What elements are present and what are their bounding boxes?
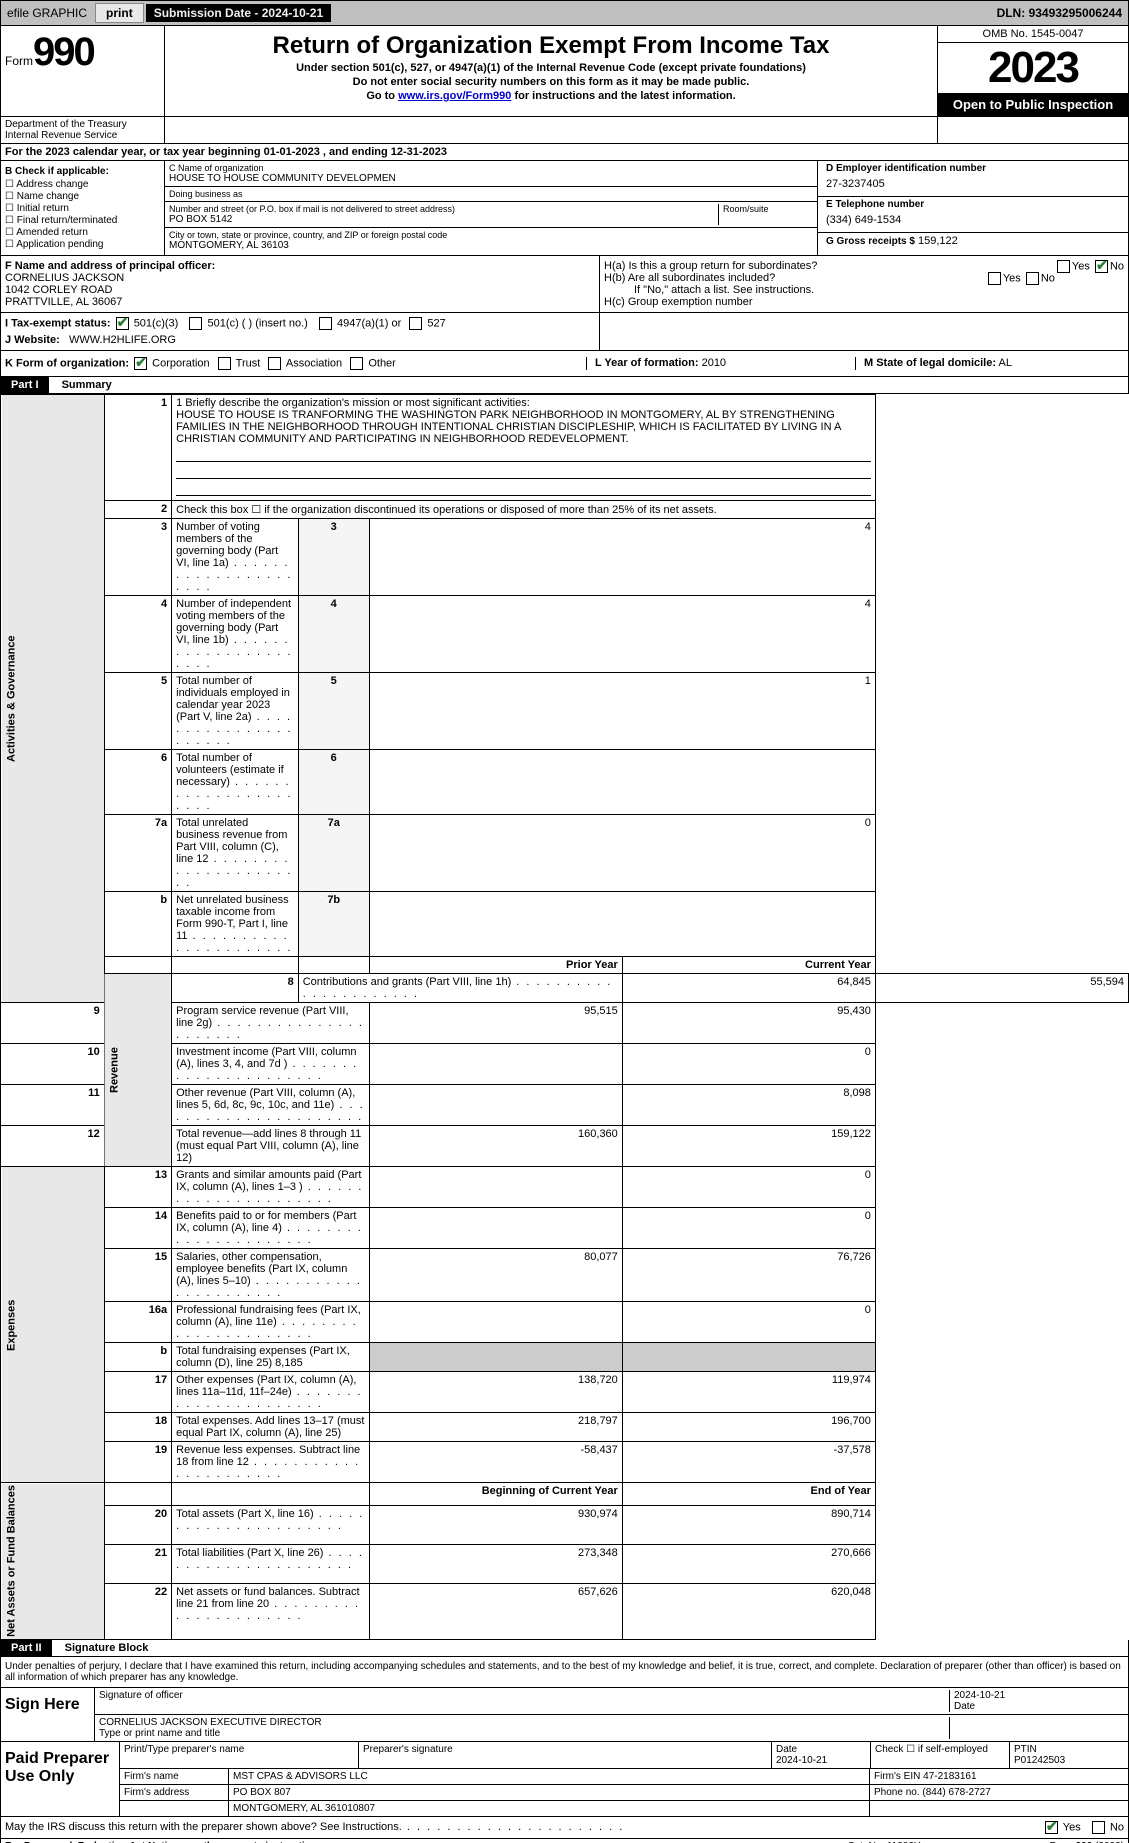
firm-ein: 47-2183161 [923, 1771, 976, 1782]
ptin: P01242503 [1014, 1755, 1124, 1766]
form-header: Form990 Return of Organization Exempt Fr… [0, 26, 1129, 117]
instructions-link[interactable]: www.irs.gov/Form990 [398, 90, 511, 102]
val-6 [369, 750, 875, 815]
sign-here: Sign Here Signature of officer 2024-10-2… [1, 1687, 1128, 1741]
hb-yes[interactable] [988, 272, 1001, 285]
print-button[interactable]: print [95, 3, 144, 23]
form-number-box: Form990 [1, 26, 165, 116]
paid-preparer: Paid Preparer Use Only Print/Type prepar… [1, 1741, 1128, 1816]
signature-block: Under penalties of perjury, I declare th… [0, 1657, 1129, 1817]
discuss-with-preparer: May the IRS discuss this return with the… [0, 1817, 1129, 1839]
block-klm: K Form of organization: Corporation Trus… [0, 351, 1129, 377]
status-501c[interactable] [189, 317, 202, 330]
check-if-applicable: B Check if applicable: ☐ Address change … [1, 161, 165, 255]
state-domicile: AL [998, 357, 1011, 369]
submission-date: Submission Date - 2024-10-21 [146, 4, 331, 22]
check-name-change[interactable]: ☐ Name change [5, 191, 160, 202]
firm-phone: (844) 678-2727 [922, 1787, 990, 1798]
name-address-col: C Name of organization HOUSE TO HOUSE CO… [165, 161, 817, 255]
street-address: PO BOX 5142 [169, 214, 718, 225]
subtitle-3: Go to www.irs.gov/Form990 for instructio… [169, 90, 933, 102]
ha-no[interactable] [1095, 260, 1108, 273]
website-row: J Website: WWW.H2HLIFE.ORG [5, 334, 595, 346]
val-3: 4 [369, 519, 875, 596]
tax-year: 2023 [938, 43, 1128, 93]
val-4: 4 [369, 596, 875, 673]
check-address-change[interactable]: ☐ Address change [5, 179, 160, 190]
dept-row: Department of the Treasury Internal Reve… [0, 117, 1129, 144]
block-bcdeg: B Check if applicable: ☐ Address change … [0, 161, 1129, 256]
subtitle-2: Do not enter social security numbers on … [169, 76, 933, 88]
org-trust[interactable] [218, 357, 231, 370]
line-a-tax-year: For the 2023 calendar year, or tax year … [0, 144, 1129, 161]
year-formation: 2010 [702, 357, 726, 369]
right-info-col: D Employer identification number 27-3237… [817, 161, 1128, 255]
telephone: (334) 649-1534 [826, 210, 1120, 230]
omb-number: OMB No. 1545-0047 [938, 26, 1128, 43]
org-association[interactable] [268, 357, 281, 370]
status-501c3[interactable] [116, 317, 129, 330]
form-of-org: K Form of organization: Corporation Trus… [5, 357, 586, 370]
year-box: OMB No. 1545-0047 2023 Open to Public In… [937, 26, 1128, 116]
discuss-yes[interactable] [1045, 1821, 1058, 1834]
subtitle-1: Under section 501(c), 527, or 4947(a)(1)… [169, 62, 933, 74]
tax-exempt-status: I Tax-exempt status: 501(c)(3) 501(c) ( … [5, 317, 595, 330]
block-fh: F Name and address of principal officer:… [0, 256, 1129, 313]
check-application-pending[interactable]: ☐ Application pending [5, 239, 160, 250]
perjury-statement: Under penalties of perjury, I declare th… [1, 1657, 1128, 1687]
discuss-no[interactable] [1092, 1821, 1105, 1834]
hb-no[interactable] [1026, 272, 1039, 285]
summary-table: Activities & Governance 1 1 Briefly desc… [0, 394, 1129, 1640]
city-state-zip: MONTGOMERY, AL 36103 [169, 240, 813, 251]
officer-name: CORNELIUS JACKSON EXECUTIVE DIRECTOR [99, 1717, 945, 1728]
principal-officer: F Name and address of principal officer:… [1, 256, 599, 312]
mission-text: HOUSE TO HOUSE IS TRANFORMING THE WASHIN… [176, 409, 871, 445]
ein: 27-3237405 [826, 174, 1120, 194]
page-footer: For Paperwork Reduction Act Notice, see … [0, 1839, 1129, 1843]
form-title: Return of Organization Exempt From Incom… [169, 32, 933, 60]
val-7a: 0 [369, 815, 875, 892]
org-other[interactable] [350, 357, 363, 370]
top-toolbar: efile GRAPHIC print Submission Date - 20… [0, 0, 1129, 26]
part-1-header: Part I Summary [0, 377, 1129, 394]
firm-address: PO BOX 807 [229, 1785, 870, 1800]
block-ij: I Tax-exempt status: 501(c)(3) 501(c) ( … [0, 313, 1129, 351]
form-title-box: Return of Organization Exempt From Incom… [165, 26, 937, 116]
gross-receipts: 159,122 [918, 235, 958, 247]
org-corporation[interactable] [134, 357, 147, 370]
side-expenses: Expenses [1, 1167, 105, 1483]
val-5: 1 [369, 673, 875, 750]
group-return-h: H(a) Is this a group return for subordin… [599, 256, 1128, 312]
dept-treasury: Department of the Treasury Internal Reve… [1, 117, 165, 143]
status-527[interactable] [409, 317, 422, 330]
part-2-header: Part II Signature Block [0, 1640, 1129, 1657]
check-final-return[interactable]: ☐ Final return/terminated [5, 215, 160, 226]
website: WWW.H2HLIFE.ORG [69, 334, 176, 346]
status-4947[interactable] [319, 317, 332, 330]
check-initial-return[interactable]: ☐ Initial return [5, 203, 160, 214]
side-revenue: Revenue [104, 974, 171, 1167]
efile-label: efile GRAPHIC [1, 4, 93, 22]
check-amended-return[interactable]: ☐ Amended return [5, 227, 160, 238]
ha-yes[interactable] [1057, 260, 1070, 273]
side-governance: Activities & Governance [1, 395, 105, 1003]
open-to-public: Open to Public Inspection [938, 93, 1128, 116]
dln: DLN: 93493295006244 [997, 6, 1128, 20]
org-name: HOUSE TO HOUSE COMMUNITY DEVELOPMEN [169, 173, 813, 184]
val-7b [369, 892, 875, 957]
firm-name: MST CPAS & ADVISORS LLC [229, 1769, 870, 1784]
side-net-assets: Net Assets or Fund Balances [1, 1483, 105, 1640]
